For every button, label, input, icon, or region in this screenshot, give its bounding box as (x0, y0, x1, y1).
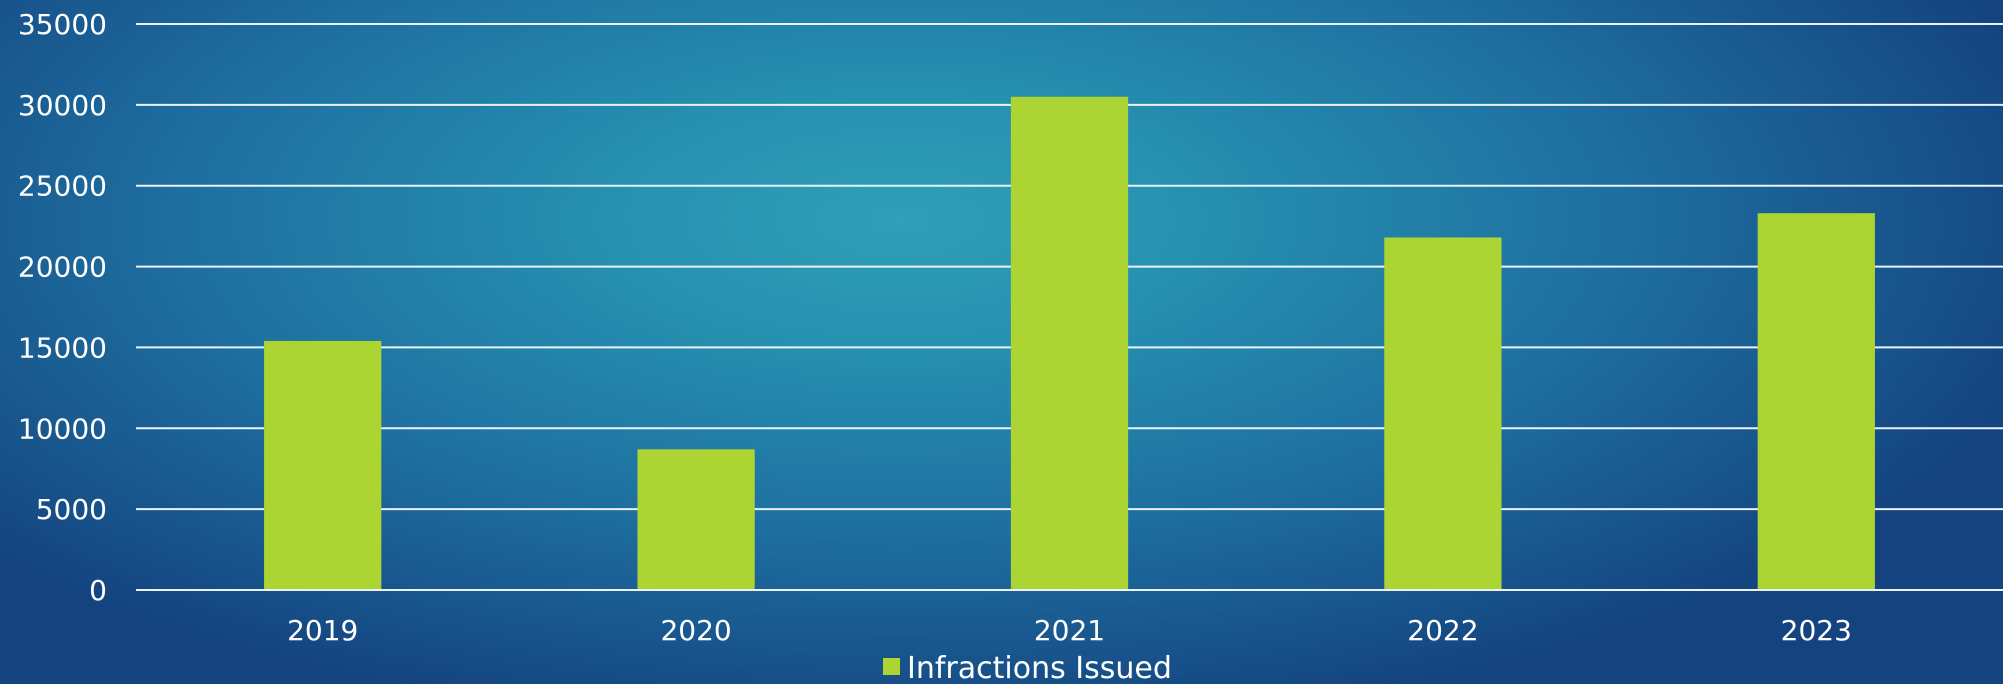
legend: Infractions Issued (883, 651, 1172, 684)
bar-2023 (1757, 213, 1875, 590)
y-tick-label: 25000 (18, 170, 107, 203)
x-axis: 2019 2020 2021 2022 2023 (136, 589, 2003, 647)
y-tick-label: 5000 (36, 493, 107, 526)
y-tick-label: 35000 (18, 8, 107, 41)
bar-2019 (264, 340, 382, 590)
x-tick-label: 2021 (1034, 614, 1105, 647)
x-tick-label: 2022 (1407, 614, 1478, 647)
y-tick-label: 20000 (18, 251, 107, 284)
x-tick-label: 2019 (287, 614, 358, 647)
y-tick-label: 15000 (18, 331, 107, 364)
y-tick-label: 10000 (18, 412, 107, 445)
bars (264, 96, 1875, 591)
bar-2021 (1010, 96, 1129, 591)
legend-swatch (883, 658, 900, 675)
legend-label: Infractions Issued (907, 651, 1172, 684)
x-tick-label: 2020 (660, 614, 731, 647)
y-tick-label: 0 (89, 574, 107, 607)
bar-2022 (1384, 237, 1502, 590)
y-tick-label: 30000 (18, 89, 107, 122)
bar-2020 (637, 449, 755, 590)
y-axis: 0 5000 10000 15000 20000 25000 30000 35000 (18, 8, 107, 607)
x-tick-label: 2023 (1781, 614, 1852, 647)
